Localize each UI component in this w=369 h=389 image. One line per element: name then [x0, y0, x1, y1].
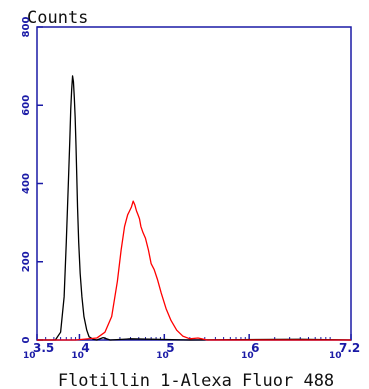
- y-tick-label: 200: [21, 251, 32, 272]
- y-tick-label: 0: [21, 336, 32, 343]
- y-axis-label: Counts: [27, 8, 88, 28]
- x-tick-label-exponent: 6: [251, 341, 259, 355]
- x-tick-label-exponent: 7.2: [339, 341, 360, 355]
- x-tick-label-exponent: 5: [166, 341, 174, 355]
- x-tick-label-exponent: 4: [81, 341, 89, 355]
- y-axis-ticks: 0 200 400 600 800: [21, 17, 43, 343]
- x-tick-label-exponent: 3.5: [33, 341, 54, 355]
- series-line-flotillin: [37, 200, 351, 341]
- x-tick-label-base: 10: [23, 351, 36, 361]
- x-tick-label-base: 10: [156, 351, 169, 361]
- x-tick-label-base: 10: [71, 351, 84, 361]
- y-tick-label: 800: [21, 17, 32, 38]
- x-tick-label-base: 10: [329, 351, 342, 361]
- plot-frame: [36, 26, 352, 341]
- x-axis-label: Flotillin 1-Alexa Fluor 488: [58, 371, 334, 389]
- y-tick-label: 600: [21, 95, 32, 116]
- y-tick-label: 400: [21, 173, 32, 194]
- x-tick-label-base: 10: [241, 351, 254, 361]
- series-line-control: [37, 75, 352, 341]
- histogram-series: [37, 75, 352, 341]
